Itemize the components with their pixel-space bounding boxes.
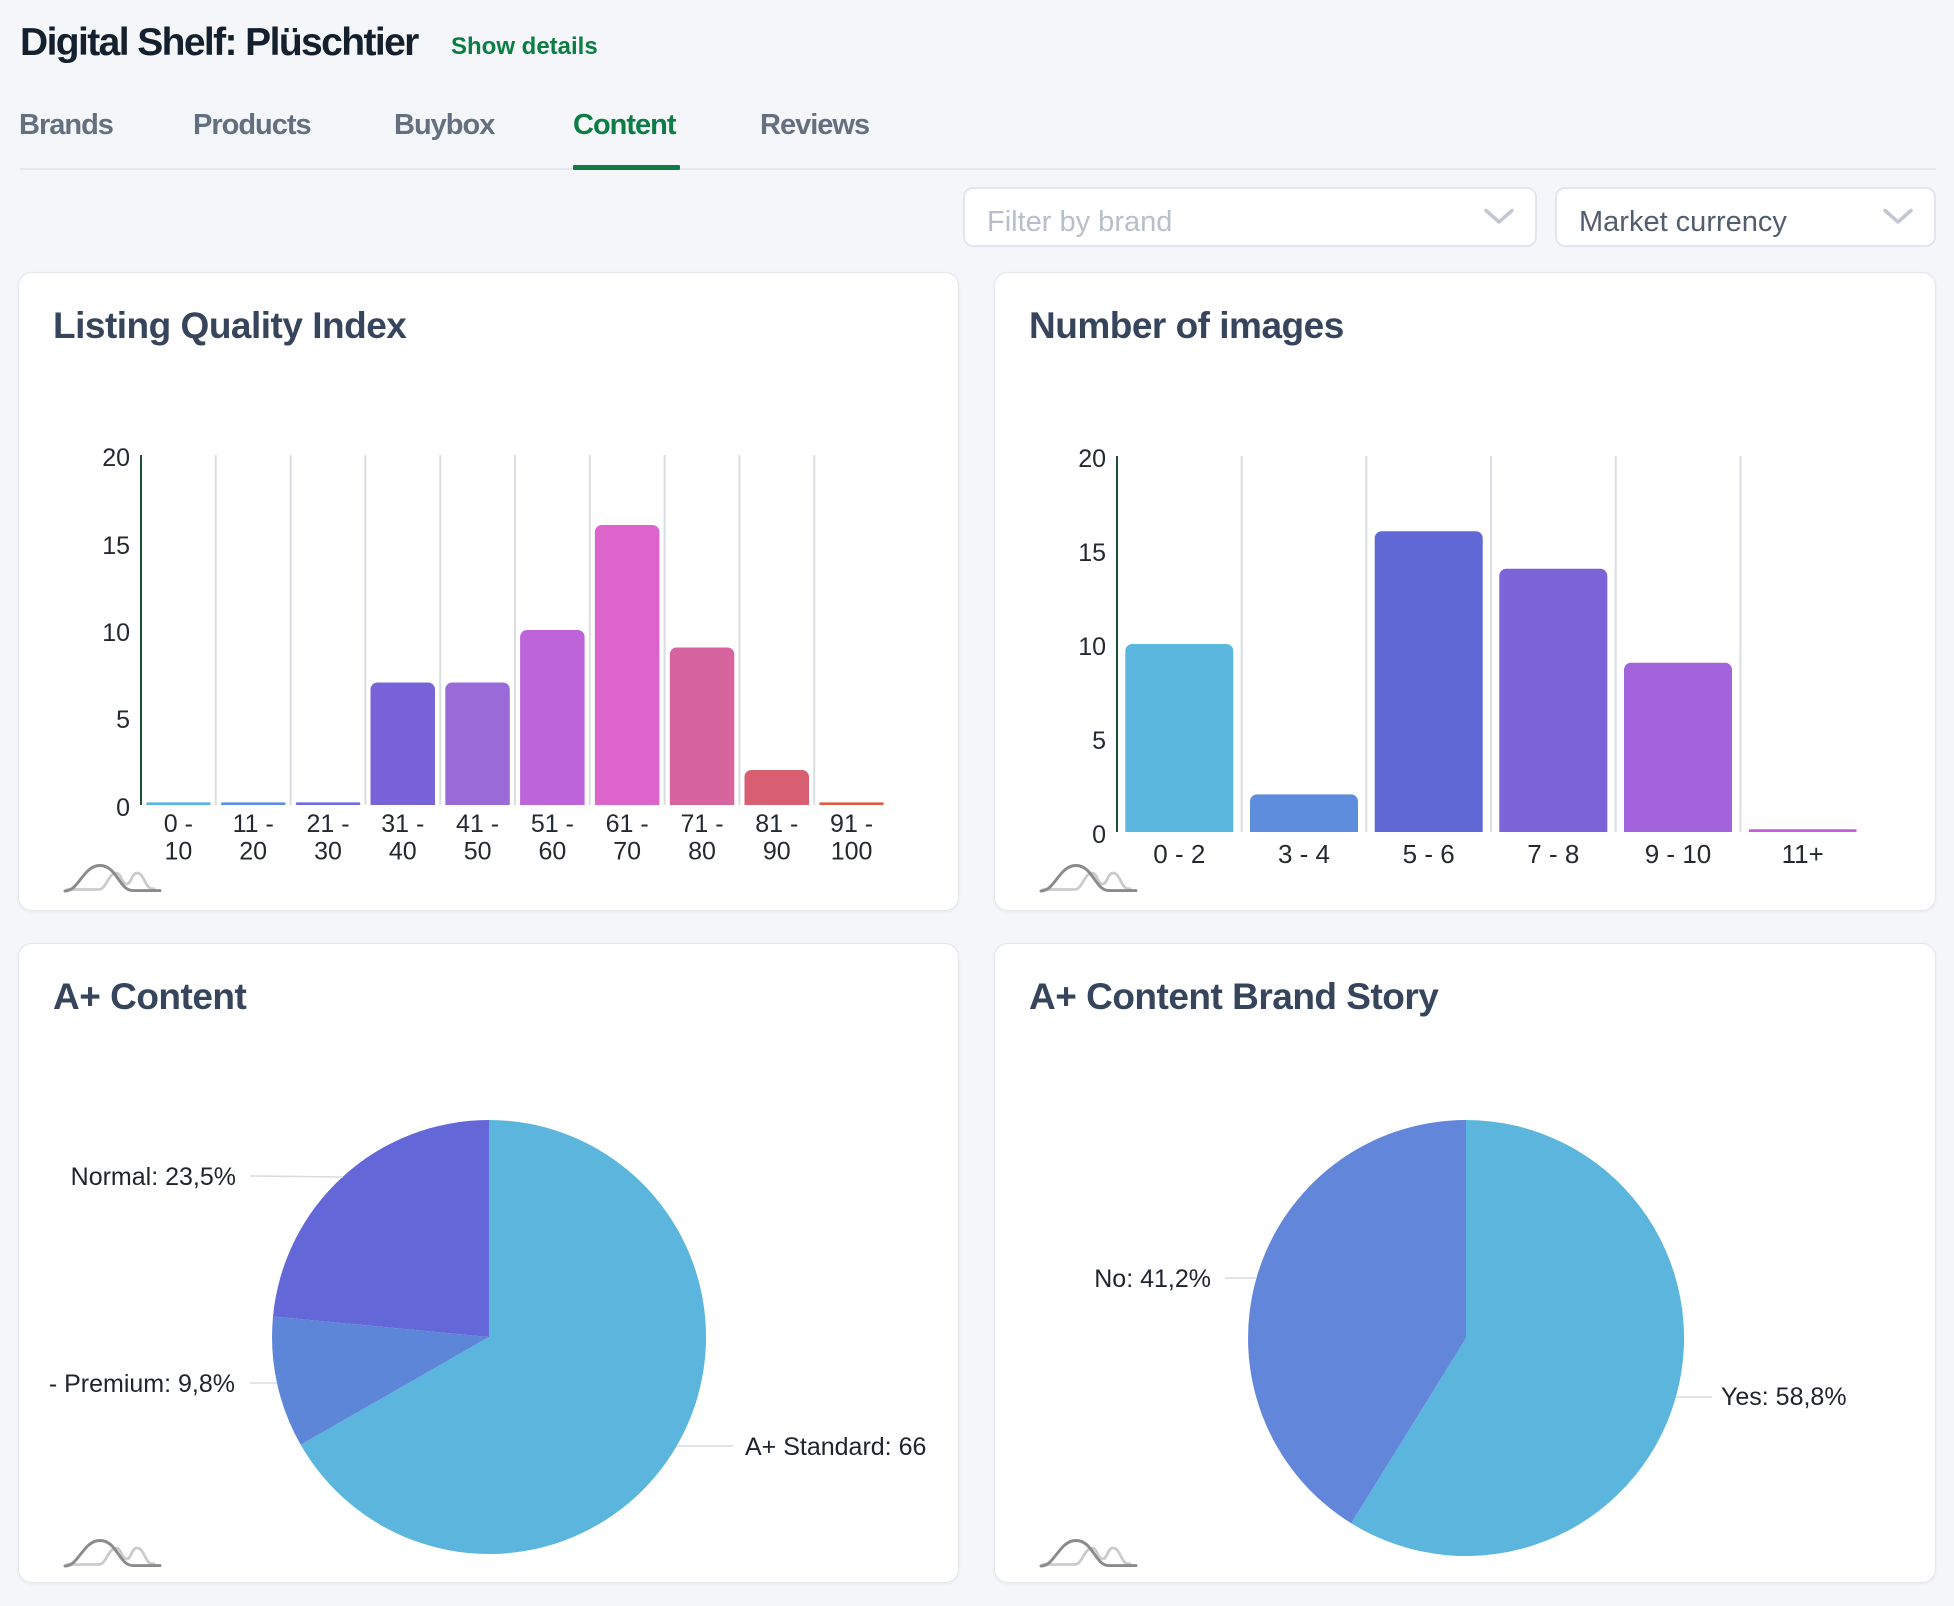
svg-text:15: 15 <box>102 532 130 560</box>
svg-text:81 -: 81 - <box>755 810 798 838</box>
svg-text:100: 100 <box>831 838 873 866</box>
svg-text:7 - 8: 7 - 8 <box>1527 839 1579 869</box>
svg-text:41 -: 41 - <box>456 810 499 838</box>
svg-text:20: 20 <box>102 444 130 472</box>
svg-text:70: 70 <box>613 838 641 866</box>
svg-text:No: 41,2%: No: 41,2% <box>1094 1265 1211 1293</box>
svg-text:15: 15 <box>1078 539 1106 567</box>
svg-text:91 -: 91 - <box>830 810 873 838</box>
svg-text:60: 60 <box>538 838 566 866</box>
svg-text:3 - 4: 3 - 4 <box>1278 839 1330 869</box>
svg-text:11 -: 11 - <box>233 810 274 838</box>
svg-text:0: 0 <box>1092 821 1106 849</box>
svg-text:20: 20 <box>239 838 267 866</box>
svg-text:A+ Standard: 66: A+ Standard: 66 <box>745 1433 926 1461</box>
svg-text:71 -: 71 - <box>680 810 723 838</box>
svg-text:0 -: 0 - <box>164 810 193 838</box>
svg-text:51 -: 51 - <box>531 810 574 838</box>
svg-text:Yes: 58,8%: Yes: 58,8% <box>1721 1383 1847 1411</box>
svg-text:80: 80 <box>688 838 716 866</box>
svg-text:9 - 10: 9 - 10 <box>1645 839 1712 869</box>
svg-text:5: 5 <box>1092 727 1106 755</box>
svg-text:50: 50 <box>464 838 492 866</box>
svg-text:10: 10 <box>164 838 192 866</box>
svg-text:40: 40 <box>389 838 417 866</box>
svg-text:5 - 6: 5 - 6 <box>1403 839 1455 869</box>
svg-text:20: 20 <box>1078 445 1106 473</box>
svg-text:90: 90 <box>763 838 791 866</box>
svg-text:Normal: 23,5%: Normal: 23,5% <box>71 1163 236 1191</box>
svg-text:11+: 11+ <box>1782 839 1824 869</box>
svg-text:10: 10 <box>1078 633 1106 661</box>
svg-text:61 -: 61 - <box>606 810 649 838</box>
svg-text:21 -: 21 - <box>306 810 349 838</box>
svg-text:10: 10 <box>102 619 130 647</box>
svg-text:5: 5 <box>116 706 130 734</box>
svg-text:0: 0 <box>116 794 130 822</box>
svg-text:0 - 2: 0 - 2 <box>1153 839 1205 869</box>
svg-text:- Premium: 9,8%: - Premium: 9,8% <box>49 1370 235 1398</box>
svg-text:30: 30 <box>314 838 342 866</box>
svg-text:31 -: 31 - <box>381 810 424 838</box>
